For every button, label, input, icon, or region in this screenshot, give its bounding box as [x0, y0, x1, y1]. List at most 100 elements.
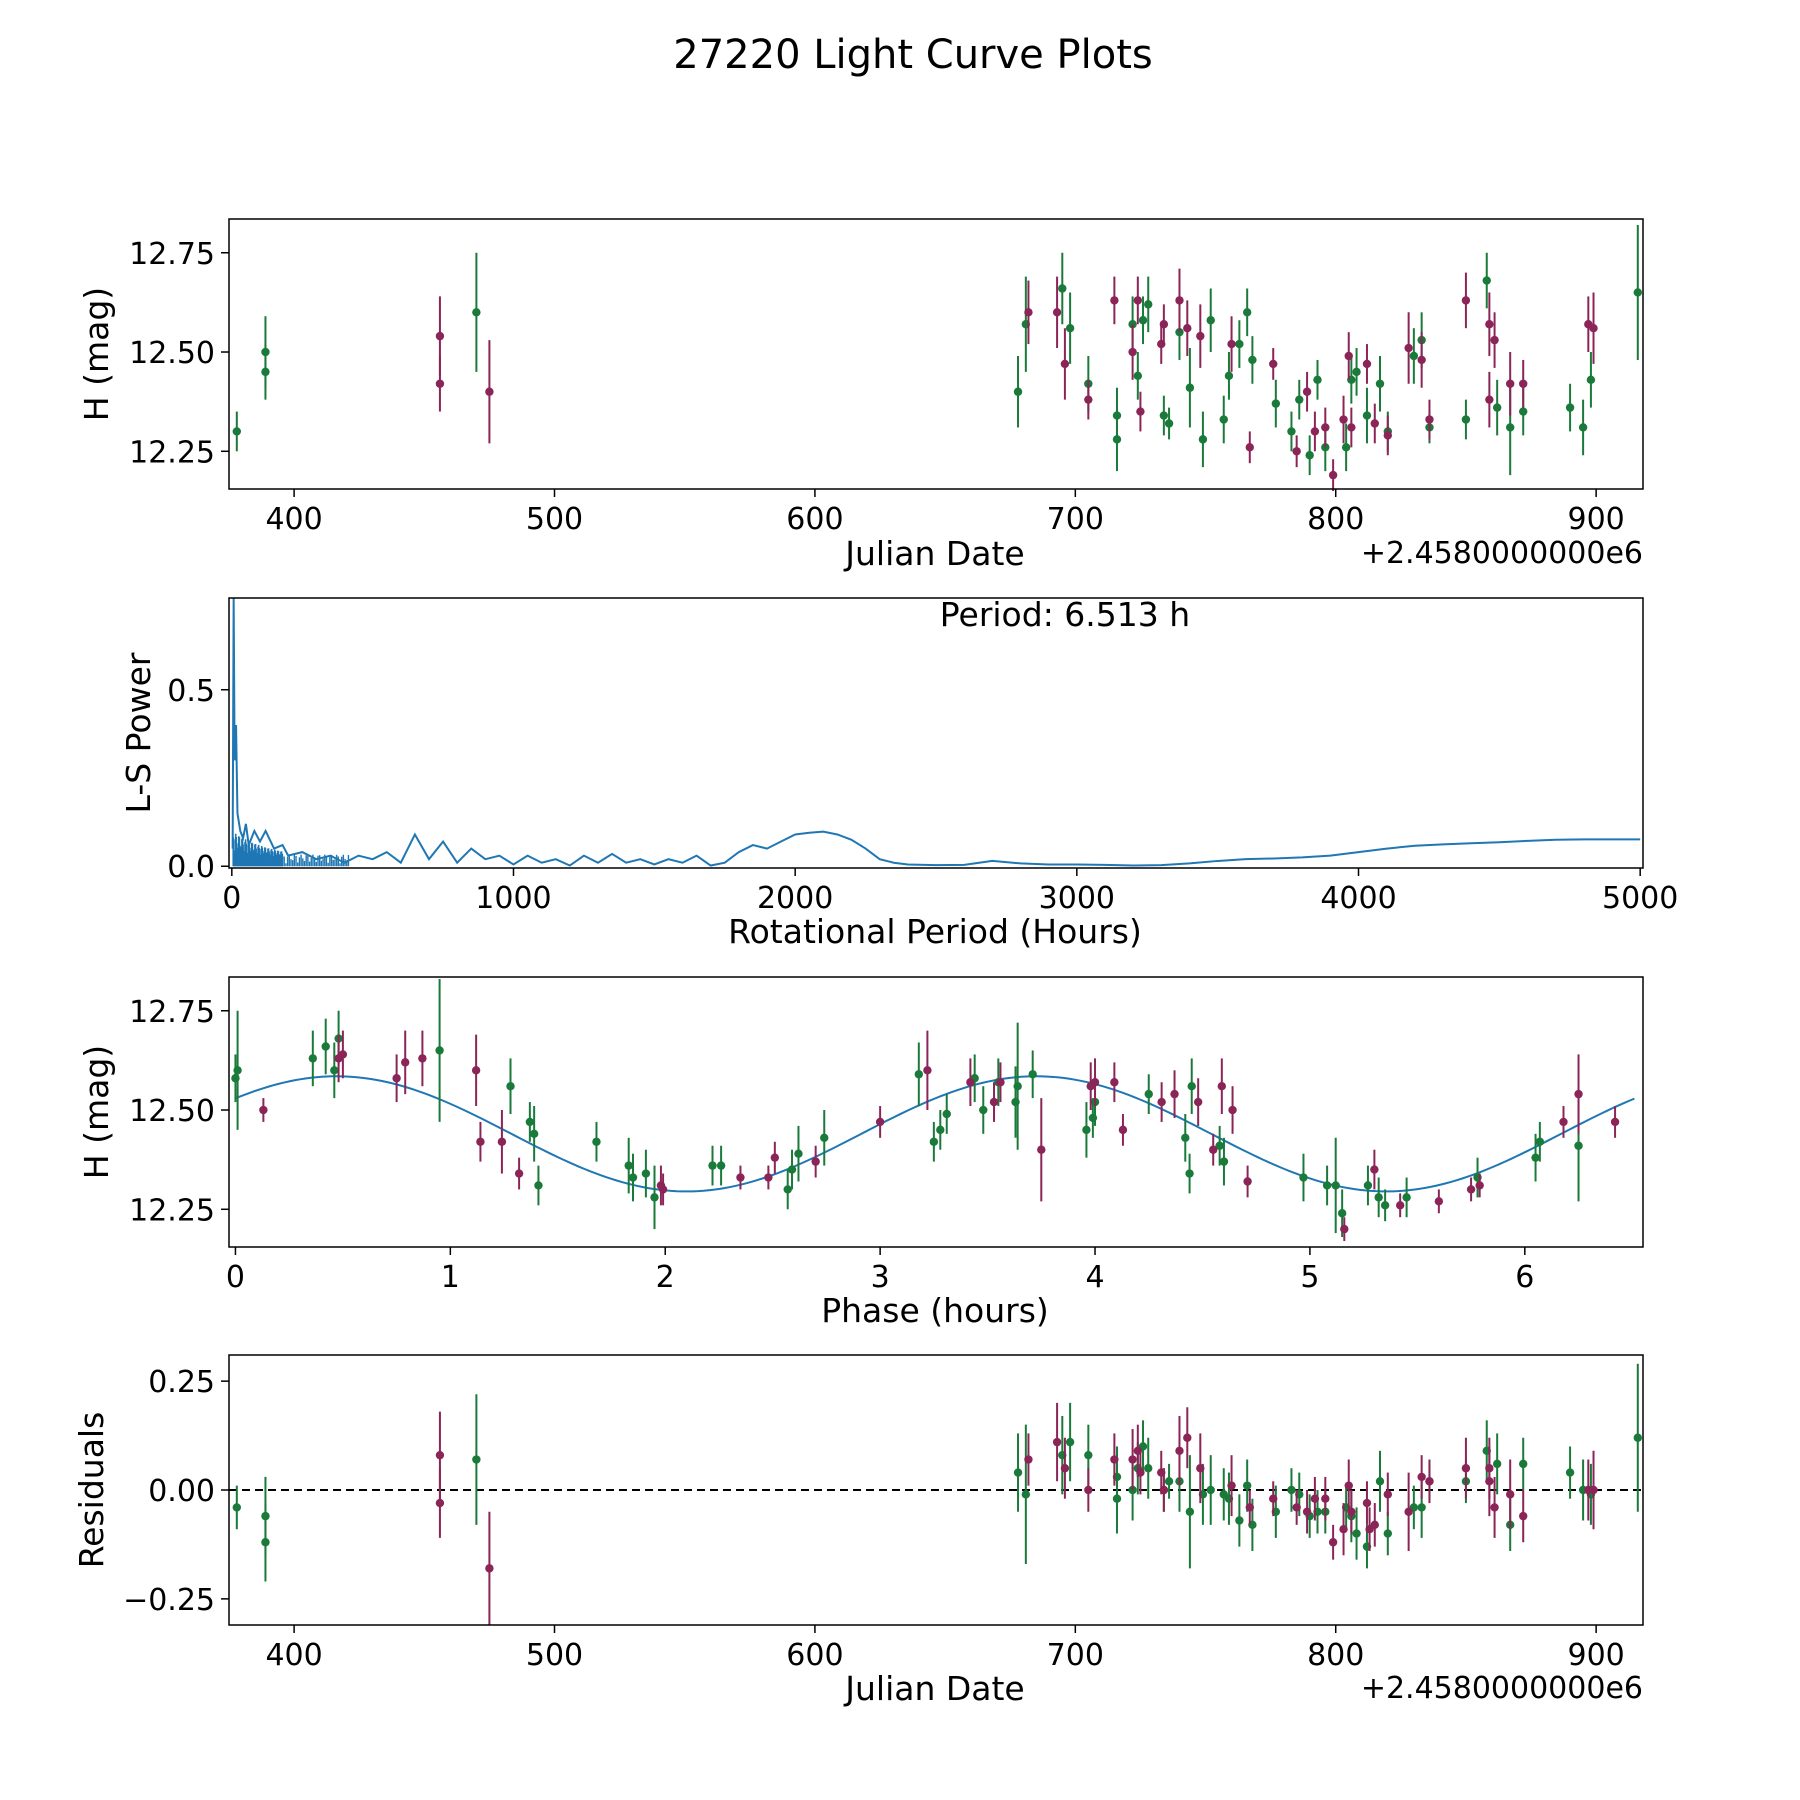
lightcurve-data-point	[1227, 339, 1236, 349]
lightcurve-data-point	[1245, 443, 1254, 452]
phased-data-point	[641, 1169, 651, 1178]
lightcurve-data-point	[1219, 415, 1228, 424]
lightcurve-y-tick-label: 12.25	[129, 435, 215, 470]
residuals-data-point	[1196, 1464, 1205, 1473]
phased-data-point	[716, 1161, 726, 1170]
panel-phased: 0 1 2 3 4 5 6 12.25 12.50 12.75 Phase (hours) H …	[77, 976, 1644, 1330]
lightcurve-data-point	[1159, 411, 1169, 420]
phased-x-tick-label: 4	[1085, 1260, 1104, 1295]
phased-y-tick-label: 12.50	[129, 1094, 215, 1129]
phased-data-point	[1395, 1201, 1405, 1210]
lightcurve-data-point	[1248, 355, 1257, 365]
residuals-data-point	[1060, 1464, 1070, 1473]
phased-data-point	[1340, 1224, 1349, 1234]
residuals-data-point	[1269, 1494, 1278, 1503]
periodogram-x-tick-label: 4000	[1320, 881, 1396, 916]
phased-data-point	[338, 1050, 348, 1059]
phased-data-point	[534, 1181, 543, 1190]
residuals-data-point	[1347, 1507, 1356, 1516]
lightcurve-data-point	[1383, 431, 1393, 440]
lightcurve-data-point	[1482, 276, 1491, 285]
lightcurve-x-tick-label: 700	[1047, 502, 1104, 537]
lightcurve-x-tick-label: 900	[1567, 502, 1624, 537]
phased-data-point	[592, 1137, 601, 1146]
phased-data-point	[321, 1042, 330, 1051]
residuals-data-point	[1492, 1459, 1502, 1469]
residuals-data-point	[1633, 1433, 1642, 1442]
phased-data-point	[1037, 1145, 1046, 1154]
phased-data-point	[233, 1066, 242, 1075]
lightcurve-data-point	[1375, 379, 1385, 388]
phased-data-point	[936, 1125, 945, 1135]
lightcurve-data-point	[1183, 323, 1192, 333]
lightcurve-data-point	[1633, 288, 1642, 297]
panel-residuals: 400 500 600 700 800 900 −0.25 0.00 0.25 Julian …	[72, 1354, 1644, 1708]
lightcurve-data-point	[1060, 359, 1070, 369]
lightcurve-data-point	[1505, 423, 1515, 432]
residuals-data-point	[1302, 1507, 1312, 1516]
lightcurve-x-tick-label: 400	[265, 502, 322, 537]
lightcurve-data-point	[232, 427, 242, 436]
phased-data-point	[1574, 1141, 1583, 1150]
residuals-x-tick-label: 900	[1567, 1638, 1624, 1673]
lightcurve-marks	[232, 224, 1642, 491]
lightcurve-y-label: H (mag)	[77, 287, 116, 421]
phased-data-point	[1217, 1081, 1227, 1091]
lightcurve-data-point	[1024, 308, 1033, 317]
phased-data-point	[650, 1193, 659, 1202]
lightcurve-x-tick-label: 800	[1307, 502, 1364, 537]
phased-data-point	[811, 1157, 820, 1166]
phased-data-point	[764, 1173, 773, 1182]
residuals-data-point	[1287, 1485, 1296, 1495]
residuals-data-point	[1339, 1524, 1348, 1534]
phased-data-point	[658, 1185, 668, 1194]
lightcurve-data-point	[485, 387, 494, 396]
lightcurve-data-point	[1224, 371, 1234, 381]
lightcurve-data-point	[435, 331, 445, 341]
periodogram-x-tick-label: 3000	[1039, 881, 1115, 916]
lightcurve-y-tick-label: 12.50	[129, 336, 215, 371]
phased-x-tick-label: 0	[226, 1260, 245, 1295]
phased-y-tick-label: 12.75	[129, 995, 215, 1030]
residuals-data-point	[1425, 1477, 1434, 1486]
lightcurve-data-point	[1084, 395, 1093, 404]
phased-data-point	[1475, 1181, 1484, 1190]
residuals-data-point	[1404, 1507, 1413, 1516]
residuals-data-point	[1245, 1503, 1254, 1512]
phased-y-tick-label: 12.25	[129, 1193, 215, 1228]
phased-x-tick-label: 2	[656, 1260, 675, 1295]
periodogram-x-ticks: 0 1000 2000 3000 4000 5000	[222, 868, 1678, 916]
periodogram-y-ticks: 0.0 0.5	[167, 674, 229, 885]
periodogram-y-tick-label: 0.0	[167, 850, 215, 885]
residuals-data-point	[1321, 1494, 1330, 1503]
periodogram-x-tick-label: 5000	[1602, 881, 1678, 916]
phased-data-point	[525, 1117, 535, 1127]
phased-data-point	[923, 1066, 932, 1075]
lightcurve-x-tick-label: 600	[786, 502, 843, 537]
phased-data-point	[820, 1133, 829, 1143]
phased-marks	[231, 978, 1635, 1242]
phased-x-tick-label: 1	[441, 1260, 460, 1295]
lightcurve-data-point	[1196, 331, 1205, 341]
lightcurve-data-point	[1136, 407, 1145, 416]
lightcurve-y-ticks: 12.25 12.50 12.75	[129, 237, 229, 470]
periodogram-axes-frame	[228, 597, 1644, 869]
residuals-data-point	[1375, 1477, 1385, 1486]
residuals-data-point	[1175, 1446, 1184, 1456]
residuals-data-point	[1024, 1455, 1033, 1464]
lightcurve-data-point	[1305, 451, 1314, 460]
residuals-data-point	[1164, 1477, 1174, 1486]
phased-model-curve	[235, 1075, 1635, 1193]
residuals-data-point	[1013, 1468, 1023, 1477]
periodogram-marks	[231, 597, 1641, 867]
lightcurve-x-tick-label: 500	[526, 502, 583, 537]
phased-data-point	[628, 1173, 638, 1182]
phased-data-point	[1215, 1141, 1224, 1150]
residuals-data-point	[485, 1564, 494, 1573]
lightcurve-data-point	[1133, 296, 1143, 305]
lightcurve-data-point	[1328, 470, 1338, 480]
lightcurve-axes-frame	[228, 218, 1644, 490]
phased-data-point	[1082, 1125, 1091, 1135]
lightcurve-data-point	[1347, 423, 1356, 432]
residuals-x-tick-label: 800	[1307, 1638, 1364, 1673]
